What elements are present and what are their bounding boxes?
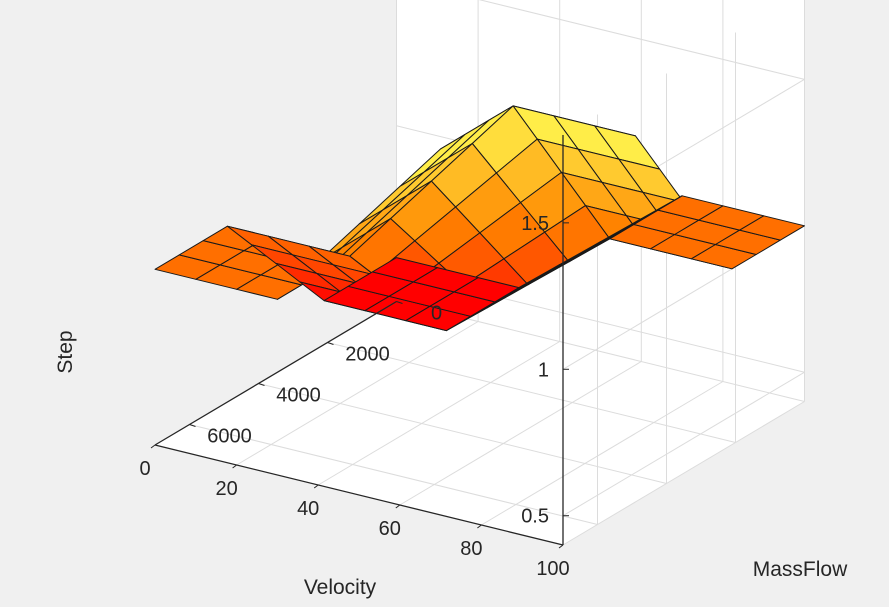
- grid-line: [236, 321, 479, 466]
- y-tick-mark: [189, 424, 196, 427]
- grid-line: [481, 381, 724, 526]
- grid-line: [562, 401, 805, 546]
- surface-patch: [371, 257, 438, 283]
- y-tick-mark: [396, 301, 403, 304]
- x-tick-mark: [150, 444, 156, 449]
- surface-mesh: [154, 105, 805, 332]
- grid-line: [258, 383, 667, 484]
- y-tick-label: 0: [431, 303, 442, 325]
- x-tick-mark: [477, 524, 482, 529]
- axis-lines: [154, 135, 564, 546]
- x-tick-label: 100: [536, 558, 569, 580]
- x-tick-mark: [232, 464, 237, 469]
- z-tick-label: 1.5: [521, 213, 549, 235]
- x-tick-label: 40: [297, 498, 319, 520]
- x-tick-label: 0: [139, 458, 150, 480]
- x-tick-label: 20: [215, 478, 237, 500]
- y-tick-label: 2000: [345, 344, 390, 366]
- x-tick-mark: [395, 504, 401, 509]
- x-tick-mark: [558, 544, 564, 549]
- z-tick-label: 1: [538, 359, 549, 381]
- tick-labels: 0 20 40 60 80 100 0 2000 4000 6000 0.5 1 1.5: [139, 213, 569, 580]
- x-axis-label: Velocity: [304, 576, 377, 599]
- x-axis-line: [154, 444, 564, 546]
- x-tick-label: 60: [379, 518, 401, 540]
- grid-line: [562, 371, 805, 517]
- y-tick-mark: [327, 342, 334, 345]
- z-axis-label: Step: [54, 330, 77, 373]
- x-tick-label: 80: [460, 538, 482, 560]
- x-tick-mark: [313, 484, 319, 489]
- y-tick-label: 4000: [276, 385, 321, 407]
- grid-line: [478, 0, 805, 80]
- grid-line: [189, 424, 598, 525]
- grid-line: [399, 361, 642, 506]
- z-tick-label: 0.5: [521, 506, 549, 528]
- grid-line: [327, 342, 736, 443]
- grid-line: [317, 341, 560, 486]
- y-axis-label: MassFlow: [753, 558, 848, 581]
- y-axis-line: [154, 300, 397, 446]
- y-tick-label: 6000: [207, 426, 252, 448]
- y-tick-mark: [258, 383, 265, 386]
